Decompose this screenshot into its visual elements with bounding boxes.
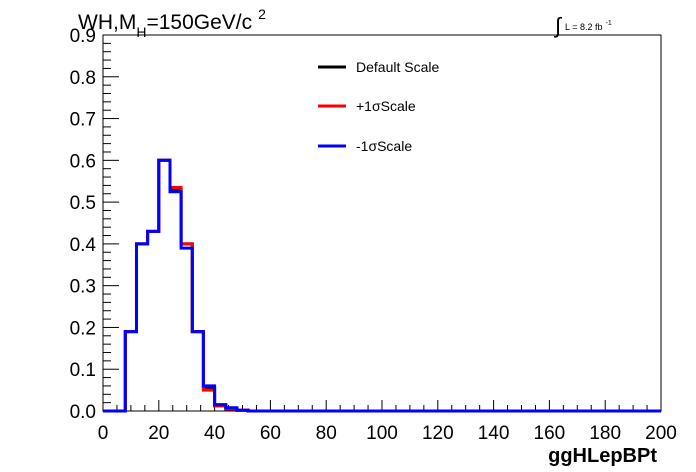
x-tick-label: 80	[316, 423, 337, 444]
histogram-series	[103, 158, 661, 413]
x-tick-label: 140	[478, 423, 510, 444]
y-tick-label: 0.2	[70, 318, 96, 339]
y-tick-label: 0.3	[70, 277, 96, 298]
x-tick-label: 40	[204, 423, 225, 444]
x-tick-label: 160	[534, 423, 566, 444]
y-tick-label: 0.8	[70, 68, 96, 89]
legend-label-minus1sigma: -1σScale	[356, 138, 412, 154]
x-tick-label: 20	[148, 423, 169, 444]
x-tick-label: 180	[589, 423, 621, 444]
x-tick-label: 100	[366, 423, 398, 444]
legend-label-plus1sigma: +1σScale	[356, 98, 416, 114]
y-tick-label: 0.5	[70, 193, 96, 214]
x-tick-label: 200	[645, 423, 677, 444]
x-tick-label: 0	[98, 423, 109, 444]
lumi-annotation: ∫ L = 8.2 fb -1	[553, 13, 612, 38]
y-tick-label: 0.4	[70, 235, 97, 256]
x-axis-label: ggHLepBPt	[548, 445, 657, 467]
x-axis: 0 20 40 60 80 100 120 140 160 180 200	[98, 400, 677, 444]
y-axis: 0.0 0.1 0.2 0.3 0.4 0.5 0.6 0.7 0.8 0.9	[70, 26, 119, 423]
chart-title: WH,MH=150GeV/c 2	[78, 6, 266, 40]
y-tick-label: 0.7	[70, 110, 96, 131]
x-tick-label: 120	[422, 423, 454, 444]
y-tick-label: 0.0	[70, 402, 96, 423]
y-tick-label: 0.1	[70, 360, 96, 381]
x-tick-label: 60	[260, 423, 281, 444]
series-line-2	[103, 158, 661, 413]
y-tick-label: 0.6	[70, 151, 96, 172]
legend: Default Scale +1σScale -1σScale	[318, 59, 439, 154]
y-tick-label: 0.9	[70, 26, 96, 47]
legend-label-default: Default Scale	[356, 59, 439, 75]
